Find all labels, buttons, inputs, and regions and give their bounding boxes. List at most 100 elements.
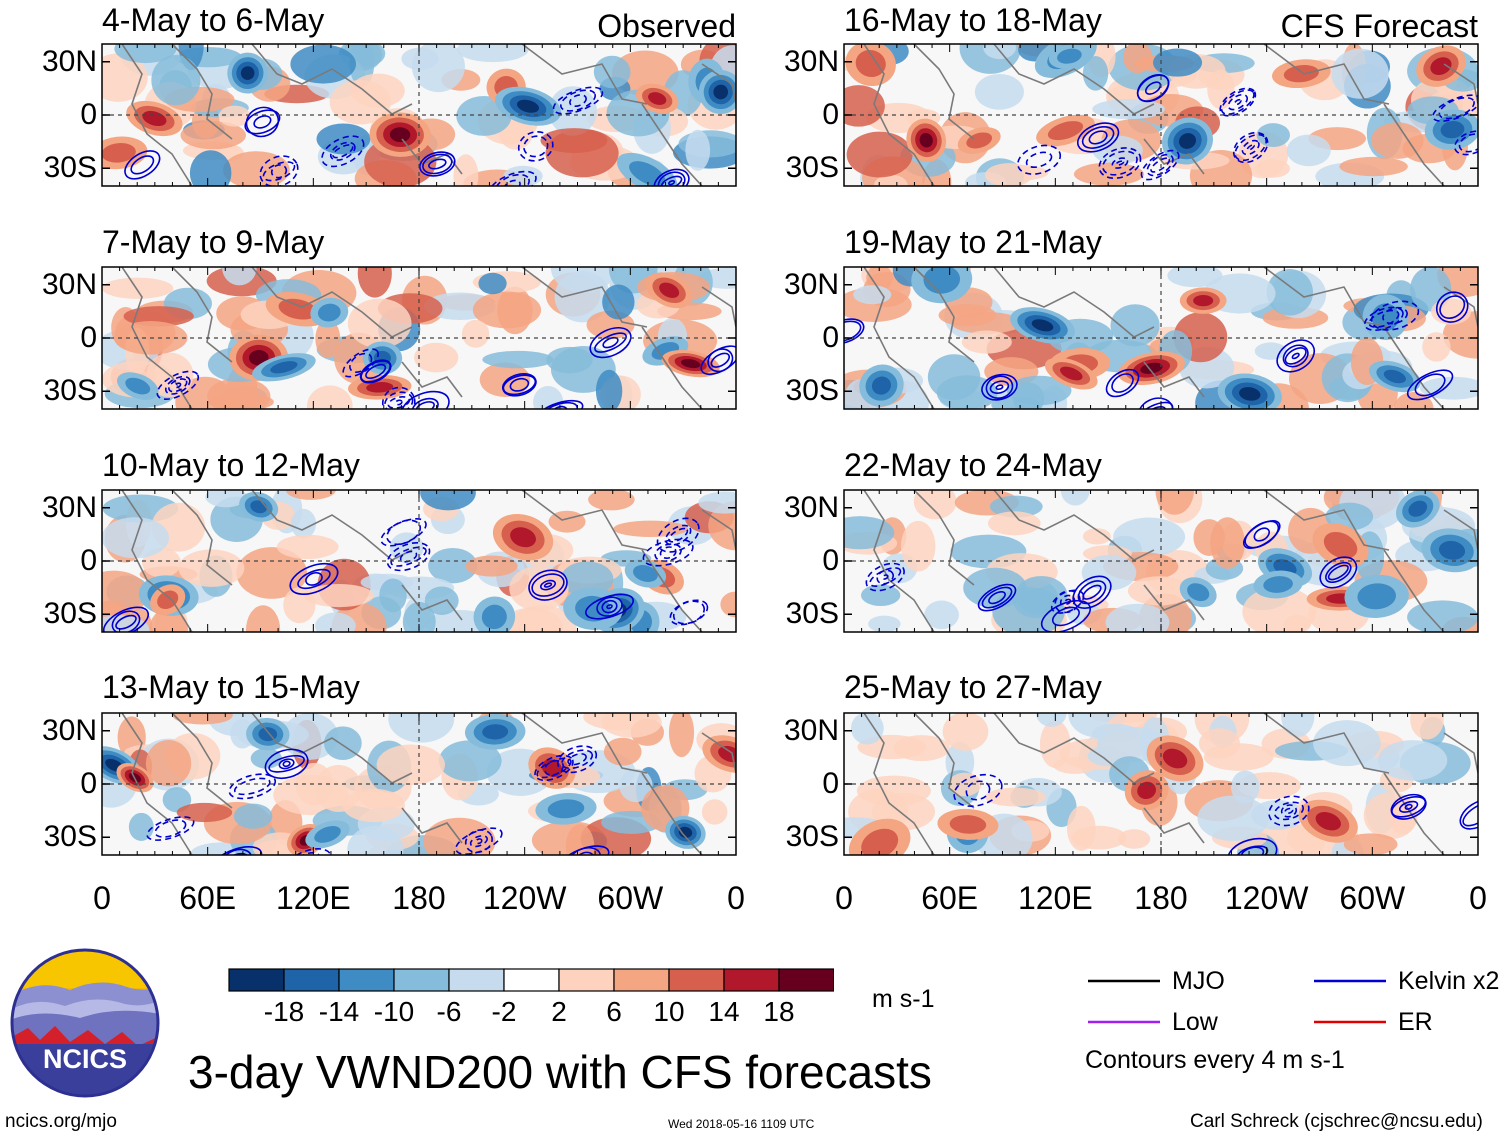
anomaly-blob <box>1105 603 1170 632</box>
colorbar-swatch <box>338 968 395 992</box>
kelvin-contour <box>332 144 354 159</box>
anomaly-core <box>547 799 585 819</box>
kelvin-contour <box>321 135 365 168</box>
kelvin-contour <box>228 773 277 800</box>
kelvin-contour <box>221 848 253 855</box>
kelvin-contour <box>487 170 537 186</box>
kelvin-contour <box>1063 598 1072 605</box>
kelvin-contour <box>1098 147 1142 180</box>
coastline <box>521 490 648 551</box>
colorbar-tick-label: 18 <box>763 996 795 1027</box>
legend-swatch <box>1088 979 1160 983</box>
kelvin-contour <box>1391 796 1427 818</box>
map-panel <box>101 489 737 633</box>
anomaly-blob <box>602 284 635 320</box>
lat-tick-label: 30N <box>783 490 839 524</box>
kelvin-contour <box>569 94 587 108</box>
anomaly-core <box>270 361 298 374</box>
kelvin-contour <box>102 606 150 632</box>
kelvin-contour <box>211 846 263 855</box>
anomaly-blob <box>509 565 569 612</box>
anomaly-core <box>1283 65 1319 83</box>
kelvin-contour <box>981 373 1018 401</box>
coastline <box>171 713 233 809</box>
anomaly-blob <box>938 304 997 327</box>
kelvin-contour <box>710 352 731 368</box>
kelvin-contour <box>1325 561 1352 584</box>
kelvin-contour <box>1105 368 1140 398</box>
coastline <box>171 44 233 140</box>
coastline <box>1443 63 1478 105</box>
anomaly-blob <box>668 713 695 758</box>
lat-tick-label: 30S <box>785 597 839 631</box>
anomaly-blob <box>1422 332 1451 362</box>
anomaly-blob <box>1092 135 1143 165</box>
panel-title: 22-May to 24-May <box>844 447 1102 483</box>
anomaly-core <box>1060 366 1083 381</box>
legend-label: Kelvin x2 <box>1398 967 1500 995</box>
anomaly-blob <box>1053 757 1097 774</box>
kelvin-contour <box>1253 527 1270 542</box>
coastline <box>641 326 703 409</box>
anomaly-blob <box>893 735 950 762</box>
anomaly-blob <box>223 151 290 186</box>
anomaly-blob <box>1036 713 1067 727</box>
coastline <box>1443 286 1478 328</box>
anomaly-blob <box>1060 490 1090 506</box>
anomaly-blob <box>205 490 247 508</box>
colorbar-tick-label: 6 <box>606 996 622 1027</box>
colorbar-tick-label: -2 <box>491 996 517 1027</box>
anomaly-blob <box>1118 829 1151 849</box>
colorbar-swatch <box>283 968 340 992</box>
kelvin-contour <box>270 164 288 179</box>
legend-swatch <box>1314 1020 1386 1024</box>
anomaly-blob <box>411 44 465 93</box>
kelvin-contour <box>881 574 889 580</box>
kelvin-contour <box>1076 122 1120 153</box>
kelvin-contour <box>297 568 331 590</box>
anomaly-blob <box>961 330 1012 354</box>
anomaly-blob <box>233 803 273 829</box>
lon-tick-label: 60E <box>179 880 237 916</box>
coastline <box>1263 490 1390 551</box>
kelvin-contour <box>415 401 435 409</box>
kelvin-contour <box>543 582 553 588</box>
coastline <box>913 713 975 809</box>
kelvin-contour <box>995 384 1004 391</box>
colorbar-tick-label: -14 <box>318 996 360 1027</box>
kelvin-contour <box>305 571 323 586</box>
coastline <box>121 267 193 409</box>
kelvin-contour <box>329 141 356 161</box>
kelvin-contour <box>400 390 450 409</box>
lat-tick-label: 30S <box>785 374 839 408</box>
colorbar <box>228 968 834 992</box>
colorbar-swatch <box>723 968 780 992</box>
anomaly-core <box>659 282 680 298</box>
anomaly-blob <box>900 520 936 572</box>
coastline <box>913 267 975 363</box>
legend-label: Low <box>1172 1008 1218 1036</box>
anomaly-blob <box>588 490 635 511</box>
kelvin-contour <box>953 773 1003 808</box>
kelvin-contour <box>981 586 1013 609</box>
lat-tick-label: 0 <box>822 98 839 131</box>
kelvin-contour <box>988 590 1006 605</box>
anomaly-blob <box>595 369 623 409</box>
kelvin-contour <box>1017 144 1062 175</box>
anomaly-blob <box>176 802 233 823</box>
anomaly-blob <box>376 744 445 785</box>
anomaly-blob <box>290 508 317 539</box>
kelvin-contour <box>561 749 594 770</box>
kelvin-contour <box>523 135 549 158</box>
anomaly-core <box>1408 500 1428 517</box>
kelvin-contour <box>1102 150 1138 176</box>
anomaly-blob <box>1110 304 1160 347</box>
kelvin-contour <box>411 397 439 409</box>
coastline <box>171 267 233 363</box>
footer-url[interactable]: ncics.org/mjo <box>5 1111 117 1132</box>
anomaly-blob <box>1256 123 1290 147</box>
anomaly-core <box>1323 531 1358 559</box>
panel-title: 13-May to 15-May <box>102 669 360 705</box>
anomaly-blob <box>245 605 281 632</box>
panel-title: 25-May to 27-May <box>844 669 1102 705</box>
